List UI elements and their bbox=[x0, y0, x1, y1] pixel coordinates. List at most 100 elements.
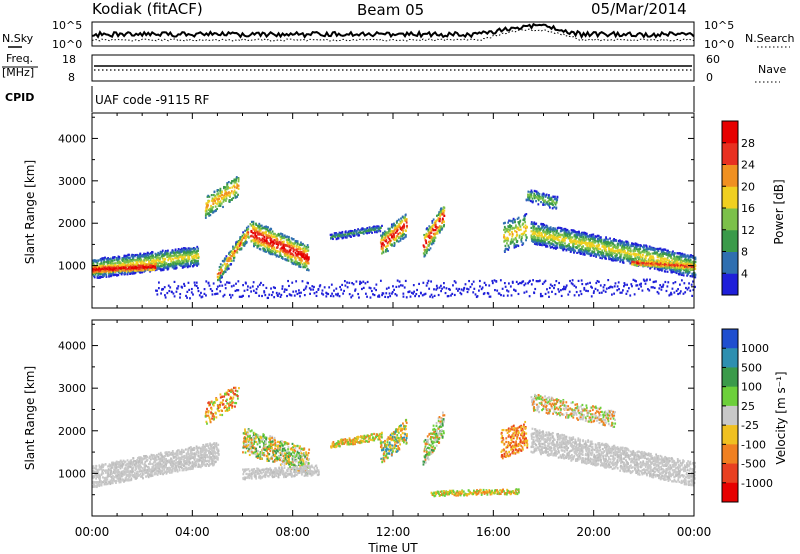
data-cell bbox=[330, 233, 333, 236]
data-cell bbox=[569, 246, 572, 249]
data-cell bbox=[577, 241, 580, 244]
data-cell bbox=[438, 225, 441, 228]
data-cell bbox=[435, 219, 438, 222]
data-cell bbox=[580, 246, 583, 249]
data-cell bbox=[110, 263, 113, 266]
data-cell bbox=[432, 236, 435, 240]
data-cell bbox=[228, 256, 231, 259]
data-cell bbox=[515, 235, 518, 238]
data-cell bbox=[237, 246, 240, 249]
data-cell bbox=[515, 244, 517, 247]
data-cell bbox=[641, 261, 644, 265]
data-cell bbox=[275, 234, 278, 237]
data-cell bbox=[671, 264, 674, 267]
data-cell bbox=[217, 278, 219, 282]
data-cell bbox=[422, 252, 425, 255]
data-cell bbox=[353, 232, 356, 235]
data-cell bbox=[225, 255, 228, 258]
data-cell bbox=[226, 187, 229, 190]
station-title: Kodiak (fitACF) bbox=[92, 0, 203, 18]
data-cell bbox=[548, 194, 550, 197]
data-cell bbox=[181, 247, 183, 250]
data-cell bbox=[151, 255, 154, 259]
data-cell bbox=[375, 227, 378, 230]
data-cell bbox=[129, 265, 132, 268]
data-cell bbox=[597, 251, 600, 254]
data-cell bbox=[267, 226, 269, 229]
data-cell bbox=[285, 253, 288, 257]
data-cell bbox=[518, 236, 521, 239]
data-cell bbox=[561, 241, 563, 244]
data-cell bbox=[237, 187, 240, 190]
data-cell bbox=[556, 236, 559, 240]
data-cell bbox=[427, 228, 430, 231]
data-cell bbox=[617, 256, 620, 260]
data-cell bbox=[428, 225, 431, 228]
data-cell bbox=[555, 206, 558, 209]
data-cell bbox=[539, 243, 542, 246]
data-cell bbox=[103, 260, 106, 264]
data-cell bbox=[163, 259, 166, 262]
data-cell bbox=[290, 244, 293, 247]
data-cell bbox=[239, 236, 242, 239]
data-cell bbox=[208, 214, 211, 217]
data-cell bbox=[604, 243, 607, 246]
data-cell bbox=[282, 240, 285, 243]
data-cell bbox=[578, 237, 580, 240]
data-cell bbox=[567, 243, 570, 247]
data-cell bbox=[549, 234, 552, 237]
data-cell bbox=[124, 258, 127, 261]
data-cell bbox=[135, 269, 138, 272]
data-cell bbox=[672, 268, 674, 272]
data-cell bbox=[574, 236, 577, 239]
data-cell bbox=[588, 252, 591, 255]
data-cell bbox=[346, 234, 349, 238]
data-cell bbox=[505, 239, 508, 242]
data-cell bbox=[428, 232, 431, 235]
data-cell bbox=[124, 257, 127, 260]
data-cell bbox=[334, 235, 337, 239]
data-cell bbox=[279, 238, 282, 241]
data-cell bbox=[300, 261, 303, 264]
data-cell bbox=[396, 239, 399, 242]
data-cell bbox=[665, 252, 668, 255]
data-cell bbox=[543, 238, 546, 241]
data-cell bbox=[530, 189, 533, 192]
data-cell bbox=[523, 231, 526, 235]
data-cell bbox=[140, 263, 143, 266]
data-cell bbox=[442, 220, 444, 223]
data-cell bbox=[172, 250, 175, 253]
data-cell bbox=[617, 258, 620, 261]
data-cell bbox=[438, 211, 441, 214]
data-cell bbox=[694, 273, 697, 276]
data-cell bbox=[396, 225, 398, 228]
data-cell bbox=[96, 268, 99, 271]
data-cell bbox=[617, 246, 619, 249]
data-cell bbox=[437, 218, 440, 221]
data-cell bbox=[438, 231, 441, 234]
data-cell bbox=[106, 259, 109, 262]
data-cell bbox=[628, 260, 630, 263]
data-cell bbox=[188, 251, 191, 255]
data-cell bbox=[538, 241, 541, 244]
data-cell bbox=[536, 230, 539, 233]
data-cell bbox=[161, 268, 164, 271]
data-cell bbox=[591, 236, 593, 239]
data-cell bbox=[245, 241, 248, 244]
data-cell bbox=[92, 274, 95, 278]
data-cell bbox=[594, 235, 597, 238]
nsky-tick-bottom-left: 10^0 bbox=[52, 38, 82, 51]
data-cell bbox=[605, 253, 608, 256]
data-cell bbox=[270, 246, 273, 249]
data-cell bbox=[334, 232, 337, 235]
data-cell bbox=[640, 251, 642, 254]
data-cell bbox=[386, 247, 388, 251]
data-cell bbox=[536, 229, 539, 232]
data-cell bbox=[237, 280, 240, 283]
data-cell bbox=[191, 252, 193, 255]
data-cell bbox=[231, 180, 233, 183]
data-cell bbox=[124, 261, 127, 264]
data-cell bbox=[687, 257, 690, 260]
data-cell bbox=[252, 232, 255, 235]
